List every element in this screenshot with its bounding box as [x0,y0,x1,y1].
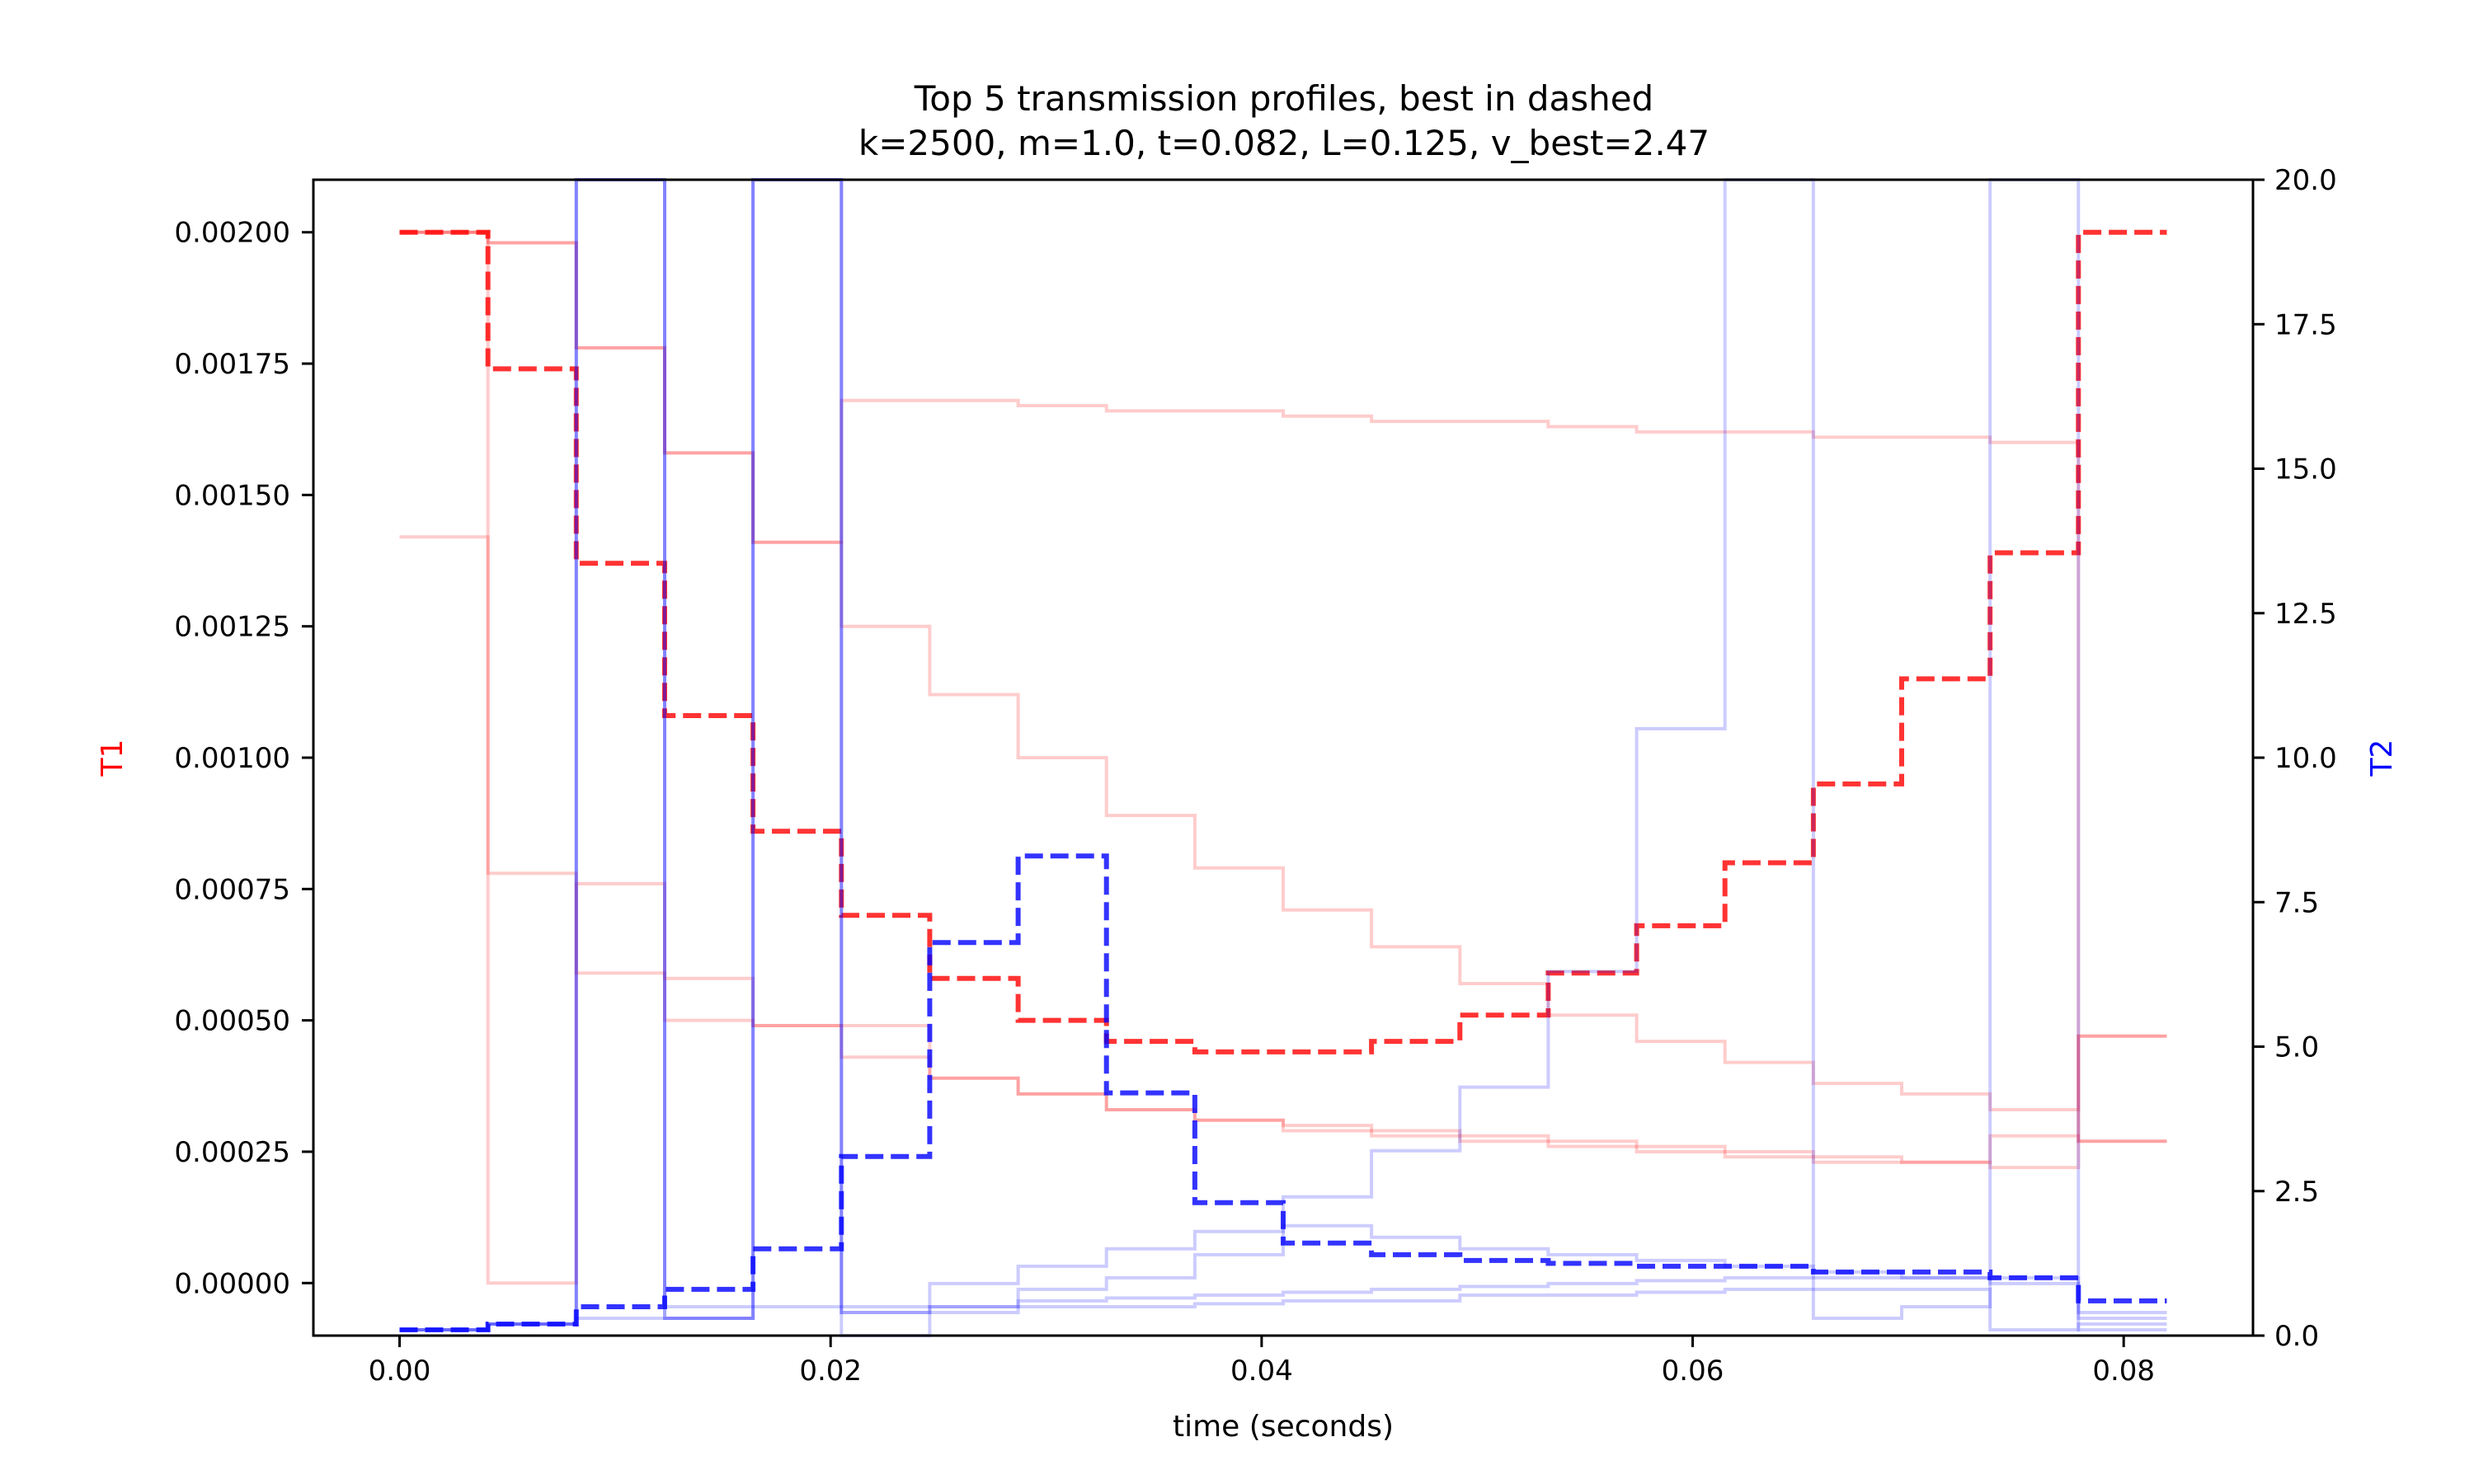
y-left-tick-label: 0.00200 [174,217,290,250]
y-right-tick-label: 17.5 [2274,308,2337,341]
y-axis-label-left: T1 [96,740,129,777]
x-tick-label: 0.06 [1662,1355,1724,1388]
t2-series-3 [399,178,2167,1331]
t1-series-2 [399,230,2167,1285]
series-layer [399,178,2167,1337]
y-right-tick-label: 15.0 [2274,453,2337,486]
y-right-tick-label: 2.5 [2274,1176,2319,1209]
x-axis-label: time (seconds) [1173,1410,1394,1444]
y-left-tick-label: 0.00000 [174,1267,290,1300]
t1-series-best [399,229,2167,1054]
y-right-tick-label: 5.0 [2274,1031,2319,1064]
x-tick-label: 0.04 [1230,1355,1293,1388]
x-tick-label: 0.02 [799,1355,862,1388]
t2-series-5 [399,178,2167,1331]
y-axis-label-right: T2 [2365,740,2399,777]
chart-title: Top 5 transmission profiles, best in das… [914,78,1653,119]
y-right-tick-label: 10.0 [2274,742,2337,775]
y-left-tick-label: 0.00100 [174,742,290,775]
x-tick-label: 0.00 [369,1355,431,1388]
y-left-tick-label: 0.00075 [174,873,290,906]
y-left-tick-label: 0.00025 [174,1136,290,1169]
t1-series-4 [399,230,2167,1111]
ticks-layer: 0.00 0.02 0.04 0.06 0.08 0.00000 0.00025 0.0005… [174,164,2336,1388]
t2-series-best [399,853,2167,1332]
y-left-tick-label: 0.00175 [174,348,290,381]
y-left-tick-label: 0.00125 [174,611,290,644]
y-right-tick-label: 20.0 [2274,164,2337,197]
y-left-tick-label: 0.00050 [174,1005,290,1038]
chart-subtitle: k=2500, m=1.0, t=0.082, L=0.125, v_best=… [858,123,1710,163]
t1-series-3 [399,535,2167,1164]
y-left-tick-label: 0.00150 [174,479,290,512]
x-tick-label: 0.08 [2092,1355,2155,1388]
y-right-tick-label: 0.0 [2274,1320,2319,1353]
t1-series-5 [399,230,2167,1144]
y-right-tick-label: 12.5 [2274,598,2337,631]
y-right-tick-label: 7.5 [2274,886,2319,919]
plot-area: 0.00 0.02 0.04 0.06 0.08 0.00000 0.00025 0.0005… [174,164,2336,1388]
